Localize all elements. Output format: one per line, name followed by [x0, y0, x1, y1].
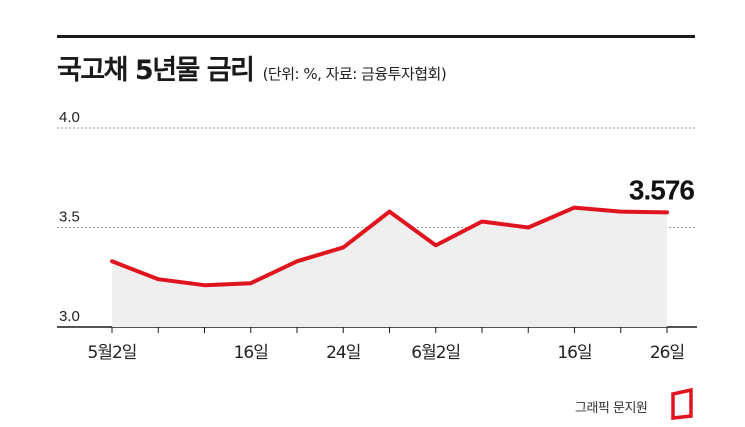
- x-tick-label: 24일: [326, 343, 360, 363]
- y-tick-label: 3.5: [59, 209, 80, 226]
- x-tick-label: 16일: [557, 343, 591, 363]
- rate-line: [110, 205, 669, 288]
- x-tick-label: 5월2일: [88, 343, 137, 363]
- publisher-logo-icon: [671, 388, 693, 420]
- chart-subtitle: (단위: %, 자료: 금융투자협회): [262, 65, 447, 83]
- label-layer: 4.0 3.5 3.0 5월2일 16일 24일 6월2일 16일 26일 3.576: [59, 109, 695, 363]
- last-value-label: 3.576: [629, 174, 694, 205]
- chart-title: 국고채 5년물 금리: [57, 55, 255, 86]
- x-tick-label: 16일: [234, 343, 268, 363]
- rate-area: [112, 207, 667, 327]
- x-tick-label: 26일: [650, 343, 684, 363]
- top-rule: [57, 35, 695, 38]
- x-tick-label: 6월2일: [411, 343, 460, 363]
- title-row: 국고채 5년물 금리 (단위: %, 자료: 금융투자협회): [57, 48, 447, 87]
- graphic-credit: 그래픽 문지원: [575, 401, 648, 416]
- y-tick-label: 4.0: [59, 109, 80, 126]
- y-tick-label: 3.0: [59, 308, 80, 325]
